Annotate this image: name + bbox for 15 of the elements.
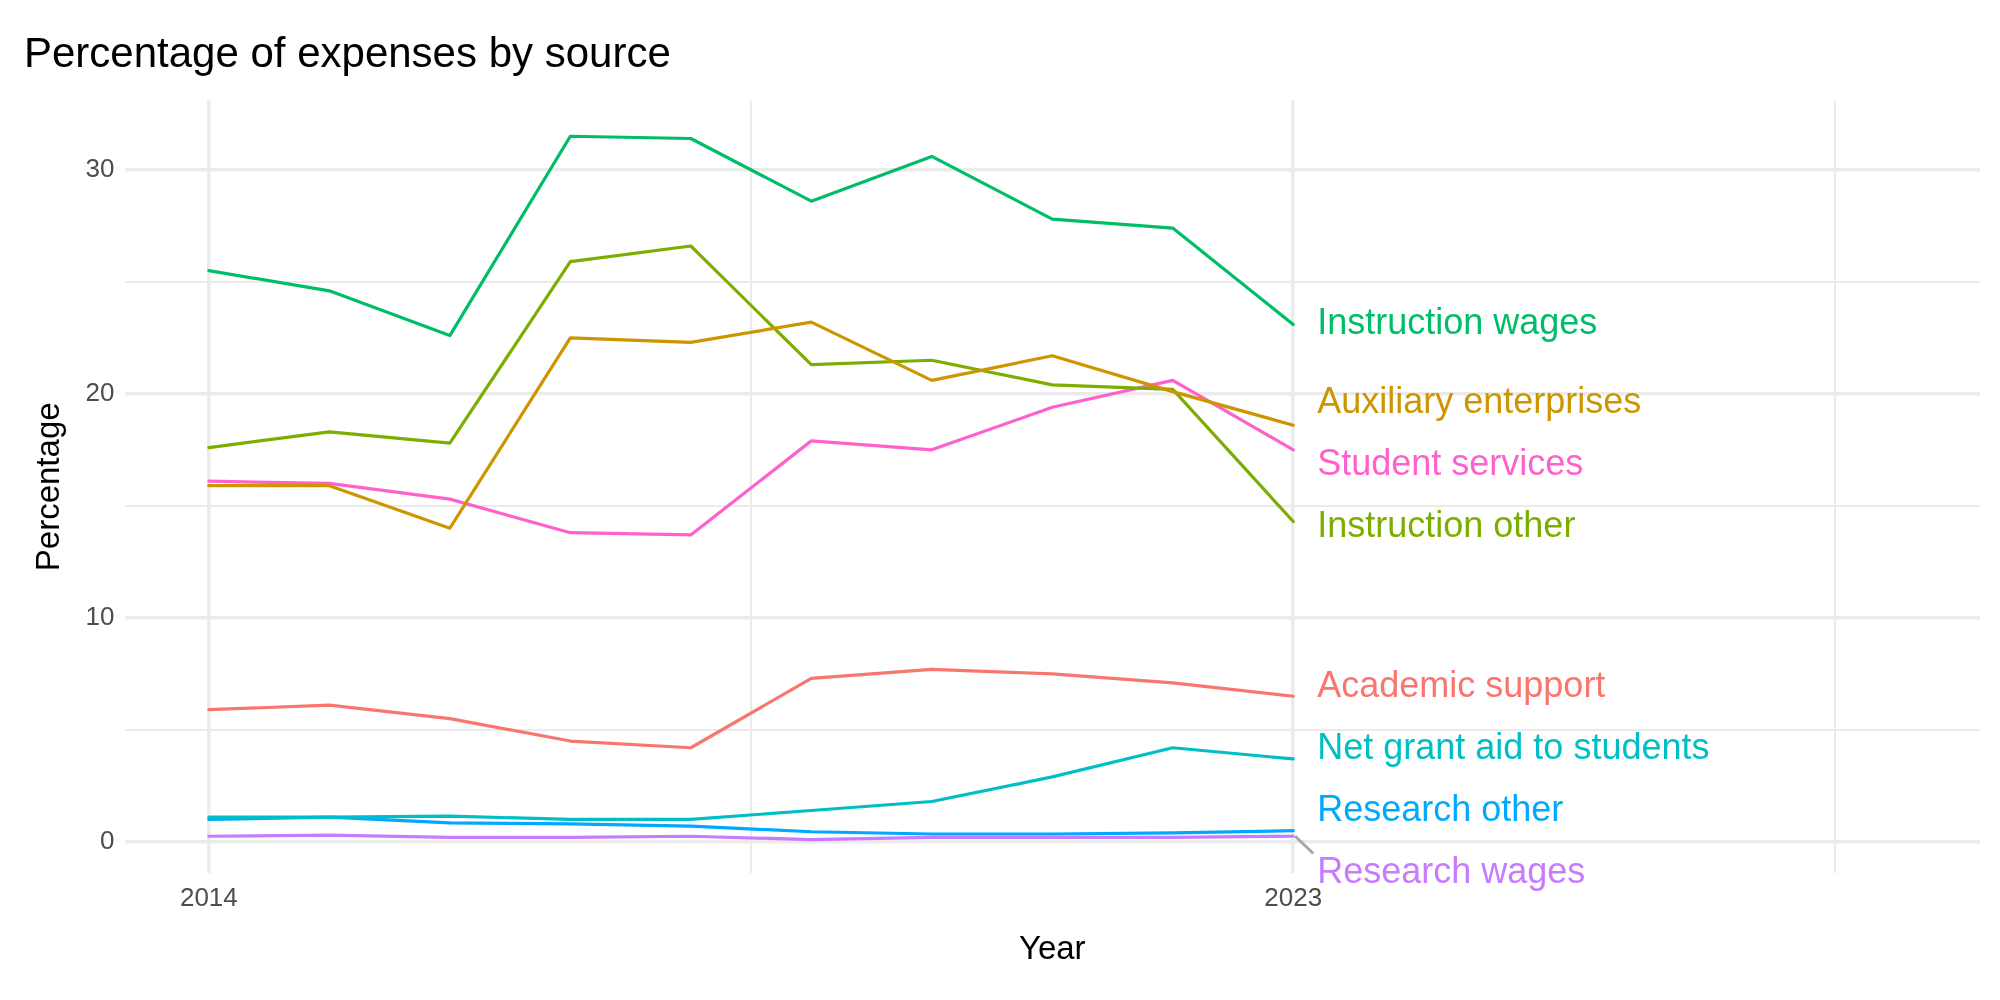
series-label: Academic support: [1317, 664, 1606, 706]
y-axis-title: Percentage: [28, 402, 66, 572]
x-tick-label: 2014: [179, 881, 238, 912]
y-tick-label: 10: [85, 601, 115, 632]
chart-title: Percentage of expenses by source: [24, 28, 671, 76]
series-label: Research other: [1317, 788, 1564, 830]
series-label: Student services: [1317, 442, 1584, 484]
y-tick-label: 30: [85, 153, 115, 184]
series-label: Instruction wages: [1317, 301, 1598, 343]
x-axis-title: Year: [1018, 929, 1086, 967]
y-tick-label: 20: [85, 377, 115, 408]
series-label: Net grant aid to students: [1317, 726, 1710, 768]
series-label: Instruction other: [1317, 504, 1576, 546]
series-label: Auxiliary enterprises: [1317, 380, 1642, 422]
y-tick-label: 0: [100, 825, 115, 856]
